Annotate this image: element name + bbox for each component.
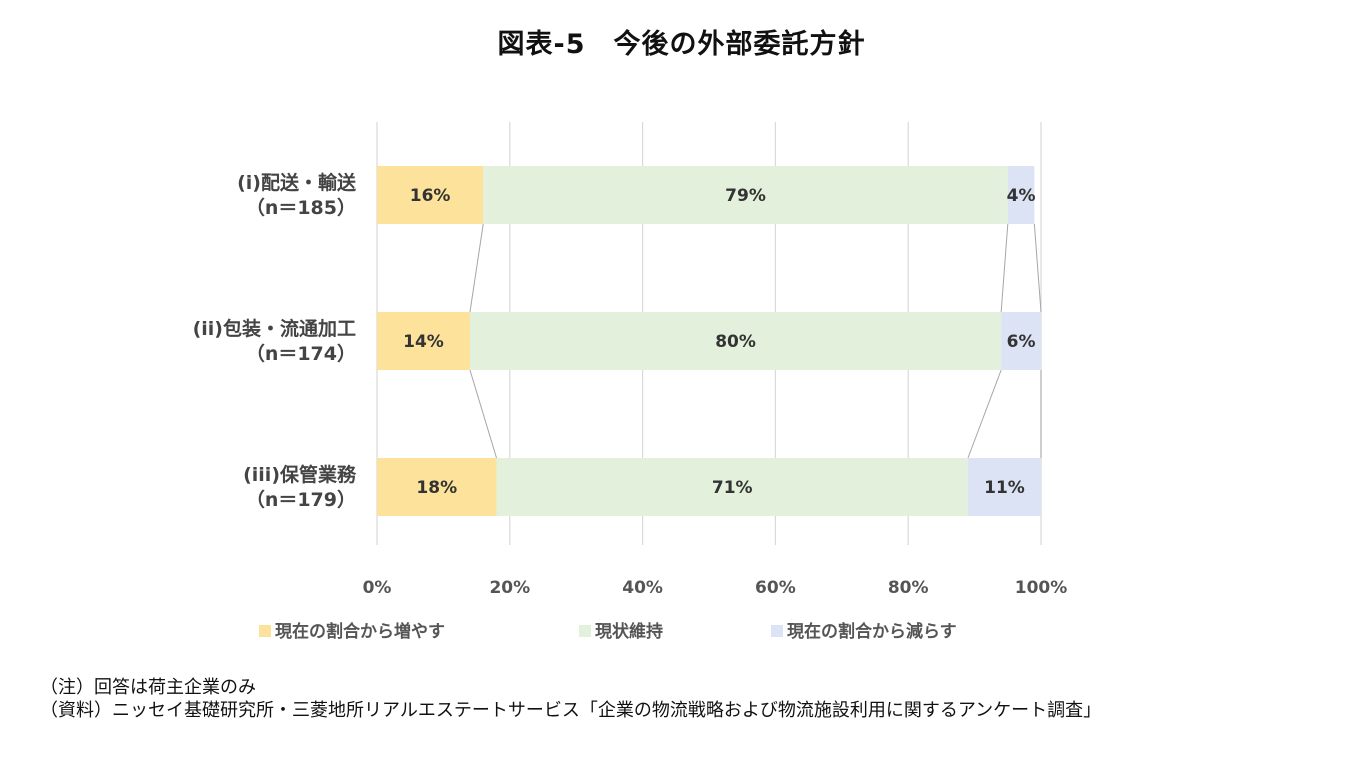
series-line: [1000, 223, 1009, 313]
category-label-line: （n＝185）: [246, 196, 356, 219]
x-tick-label: 100%: [1015, 578, 1068, 598]
bar-segment: [377, 166, 484, 224]
x-tick-labels: 0% 20% 40% 60% 80% 100%: [363, 578, 1068, 598]
bar-segment: [377, 458, 497, 516]
data-label: 11%: [984, 478, 1025, 498]
category-label-line: (i)配送・輸送: [237, 171, 357, 194]
data-label: 18%: [416, 478, 457, 498]
footnote-note: （注）回答は荷主企業のみ: [40, 677, 256, 698]
category-label-line: （n＝174）: [246, 342, 356, 365]
x-tick-label: 20%: [489, 578, 530, 598]
bar-segment: [1007, 166, 1035, 224]
category-label: (ii)包装・流通加工（n＝174）: [193, 317, 356, 365]
data-label: 14%: [403, 332, 444, 352]
legend-swatch: [771, 625, 783, 637]
series-lines: [469, 223, 1042, 459]
series-line: [1033, 223, 1042, 313]
series-line: [469, 369, 497, 459]
data-label: 71%: [712, 478, 753, 498]
x-tick-label: 0%: [363, 578, 392, 598]
category-label-line: (iii)保管業務: [243, 463, 357, 486]
x-tick-label: 60%: [755, 578, 796, 598]
legend-swatch: [579, 625, 591, 637]
bar-segment: [377, 312, 470, 370]
legend-label: 現状維持: [595, 621, 663, 642]
series-line: [469, 223, 484, 313]
x-tick-label: 80%: [888, 578, 929, 598]
bar-segment: [483, 166, 1008, 224]
legend-swatch: [259, 625, 271, 637]
bar-segment: [496, 458, 968, 516]
data-label: 4%: [1007, 186, 1036, 206]
data-label: 16%: [410, 186, 451, 206]
category-label: (i)配送・輸送（n＝185）: [237, 171, 357, 219]
footnotes: （注）回答は荷主企業のみ （資料）ニッセイ基礎研究所・三菱地所リアルエステートサ…: [40, 676, 1101, 722]
bars: 16% 79% 4% 14% 80% 6% 18% 71% 11%: [377, 166, 1041, 516]
data-label: 79%: [725, 186, 766, 206]
data-label: 80%: [715, 332, 756, 352]
series-line: [967, 369, 1002, 459]
stacked-bar-chart: 16% 79% 4% 14% 80% 6% 18% 71% 11% (i)配送・輸送（n＝185…: [193, 122, 1068, 642]
legend-label: 現在の割合から減らす: [787, 621, 957, 642]
bar-segment: [469, 312, 1002, 370]
legend: 現在の割合から増やす 現状維持 現在の割合から減らす: [259, 621, 957, 642]
chart-title: 図表-5 今後の外部委託方針: [497, 29, 866, 60]
data-label: 6%: [1007, 332, 1036, 352]
category-labels: (i)配送・輸送（n＝185） (ii)包装・流通加工（n＝174） (iii)保管…: [193, 171, 357, 511]
category-label-line: （n＝179）: [246, 488, 356, 511]
bar-segment: [967, 458, 1041, 516]
category-label: (iii)保管業務（n＝179）: [243, 463, 357, 511]
footnote-source: （資料）ニッセイ基礎研究所・三菱地所リアルエステートサービス「企業の物流戦略およ…: [40, 700, 1102, 721]
legend-label: 現在の割合から増やす: [275, 621, 445, 642]
bar-segment: [1001, 312, 1041, 370]
category-label-line: (ii)包装・流通加工: [193, 317, 356, 340]
x-tick-label: 40%: [622, 578, 663, 598]
